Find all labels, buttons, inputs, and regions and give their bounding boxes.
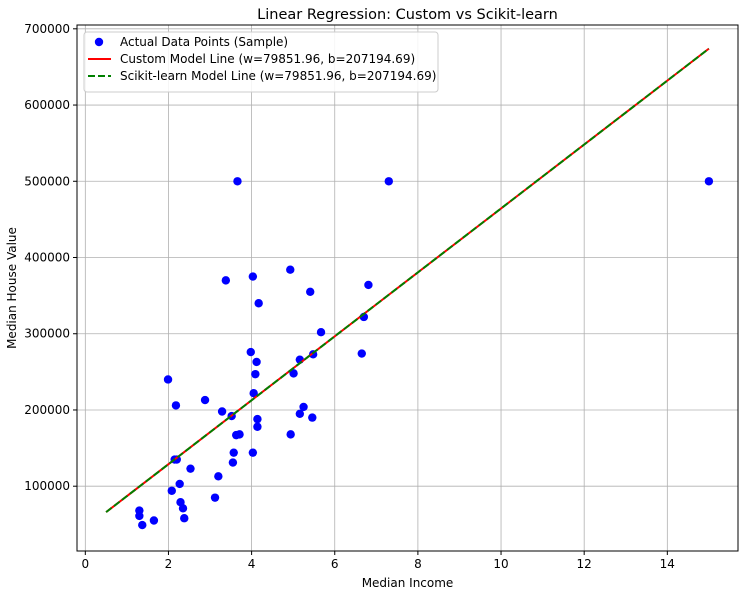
data-point	[251, 369, 260, 379]
legend-entry-label: Actual Data Points (Sample)	[120, 35, 288, 49]
data-point	[171, 401, 181, 410]
data-point	[308, 413, 317, 422]
x-tick-label: 12	[577, 557, 592, 571]
data-point	[364, 280, 373, 290]
y-tick-label: 400000	[24, 251, 70, 265]
data-point	[306, 287, 315, 297]
data-point	[252, 357, 261, 367]
data-point	[357, 349, 366, 358]
data-point	[229, 448, 238, 457]
axis-ticks: 0 2 4 6 8 10 12 14 100000 200000 300000 400000 50000…	[24, 22, 675, 571]
x-tick-label: 8	[414, 557, 422, 571]
plot-area-frame	[76, 24, 739, 552]
data-point	[384, 177, 393, 186]
data-point	[149, 516, 159, 525]
y-tick-label: 200000	[24, 403, 70, 417]
y-tick-label: 500000	[24, 174, 70, 188]
data-point	[248, 448, 258, 457]
data-point	[704, 177, 714, 186]
y-tick-label: 300000	[24, 327, 70, 341]
data-point	[180, 514, 189, 523]
data-point	[299, 402, 308, 412]
data-point	[175, 479, 184, 489]
x-tick-label: 0	[81, 557, 89, 571]
data-point	[233, 177, 242, 186]
data-point	[286, 430, 295, 439]
x-tick-label: 6	[331, 557, 339, 571]
y-tick-label: 700000	[24, 22, 70, 36]
data-point	[246, 347, 255, 357]
data-point	[178, 504, 188, 513]
legend: Actual Data Points (Sample) Custom Model …	[83, 31, 439, 93]
legend-scatter-marker	[94, 37, 104, 47]
y-axis-label: Median House Value	[5, 227, 19, 349]
data-point	[135, 511, 144, 521]
x-tick-label: 4	[248, 557, 256, 571]
scatter-series	[135, 177, 714, 530]
data-point	[286, 265, 295, 274]
data-point	[253, 422, 262, 431]
plot-series	[105, 47, 714, 530]
legend-entry-label: Scikit-learn Model Line (w=79851.96, b=2…	[120, 69, 436, 83]
data-point	[210, 493, 220, 502]
data-point	[214, 472, 223, 481]
data-point	[316, 328, 326, 337]
data-point	[163, 375, 173, 384]
data-point	[217, 407, 227, 416]
x-tick-label: 10	[493, 557, 508, 571]
legend-entry-label: Custom Model Line (w=79851.96, b=207194.…	[120, 52, 415, 66]
sklearn-model-line	[105, 47, 710, 513]
y-tick-label: 600000	[24, 98, 70, 112]
chart-title: Linear Regression: Custom vs Scikit-lear…	[257, 7, 558, 23]
legend-box	[83, 31, 439, 93]
data-point	[200, 395, 210, 405]
data-point	[167, 486, 176, 495]
data-point	[254, 299, 263, 308]
x-axis-label: Median Income	[362, 576, 454, 590]
data-point	[186, 464, 195, 473]
data-point	[138, 520, 147, 530]
data-point	[228, 458, 238, 467]
data-point	[253, 414, 262, 424]
data-point	[221, 276, 231, 285]
data-point	[248, 272, 258, 281]
y-tick-label: 100000	[24, 479, 70, 493]
grid	[77, 25, 738, 551]
x-tick-label: 14	[660, 557, 675, 571]
data-point	[289, 369, 298, 378]
data-point	[295, 409, 305, 418]
data-point	[235, 430, 244, 439]
x-tick-label: 2	[165, 557, 173, 571]
data-point	[249, 389, 258, 398]
